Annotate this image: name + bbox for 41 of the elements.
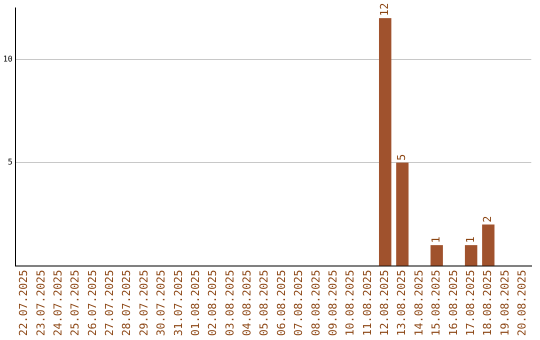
x-tick-label: 12.08.2025	[378, 270, 392, 336]
x-tick-label: 02.08.2025	[206, 270, 220, 336]
x-tick-label: 17.08.2025	[464, 270, 477, 336]
bar	[396, 162, 409, 266]
x-tick-label: 10.08.2025	[344, 270, 357, 336]
y-tick-label: 10	[2, 54, 13, 64]
x-tick-label: 18.08.2025	[481, 270, 494, 336]
x-tick-label: 16.08.2025	[446, 270, 460, 336]
x-tick-label: 04.08.2025	[240, 270, 254, 336]
x-tick-label: 30.07.2025	[154, 270, 168, 336]
data-label: 2	[481, 216, 494, 222]
x-tick-label: 27.07.2025	[103, 270, 116, 336]
x-tick-label: 05.08.2025	[258, 270, 271, 336]
x-tick-label: 06.08.2025	[274, 270, 288, 336]
x-tick-label: 31.07.2025	[172, 270, 185, 336]
x-tick-label: 26.07.2025	[86, 270, 99, 336]
x-tick-label: 13.08.2025	[395, 270, 408, 336]
x-tick-label: 14.08.2025	[412, 270, 426, 336]
x-tick-label: 22.07.2025	[17, 270, 30, 336]
x-tick-label: 07.08.2025	[292, 270, 306, 336]
data-label: 12	[378, 2, 392, 16]
bar	[482, 224, 494, 266]
data-label: 1	[464, 236, 477, 244]
x-tick-label: 28.07.2025	[120, 270, 134, 336]
bar	[378, 18, 392, 266]
x-tick-label: 23.07.2025	[34, 270, 48, 336]
x-tick-label: 15.08.2025	[430, 270, 443, 336]
x-tick-label: 24.07.2025	[51, 270, 64, 336]
x-tick-label: 01.08.2025	[188, 270, 202, 336]
data-label: 1	[430, 236, 443, 244]
x-tick-label: 19.08.2025	[498, 270, 512, 336]
x-tick-label: 09.08.2025	[326, 270, 340, 336]
x-tick-label: 29.07.2025	[137, 270, 150, 336]
x-tick-label: 25.07.2025	[68, 270, 82, 336]
x-tick-label: 03.08.2025	[223, 270, 236, 336]
bar	[464, 245, 478, 266]
x-tick-label: 08.08.2025	[309, 270, 322, 336]
data-label: 5	[395, 154, 408, 161]
x-tick-label: 20.08.2025	[516, 270, 529, 336]
bar	[430, 245, 443, 266]
x-tick-label: 11.08.2025	[360, 270, 374, 336]
